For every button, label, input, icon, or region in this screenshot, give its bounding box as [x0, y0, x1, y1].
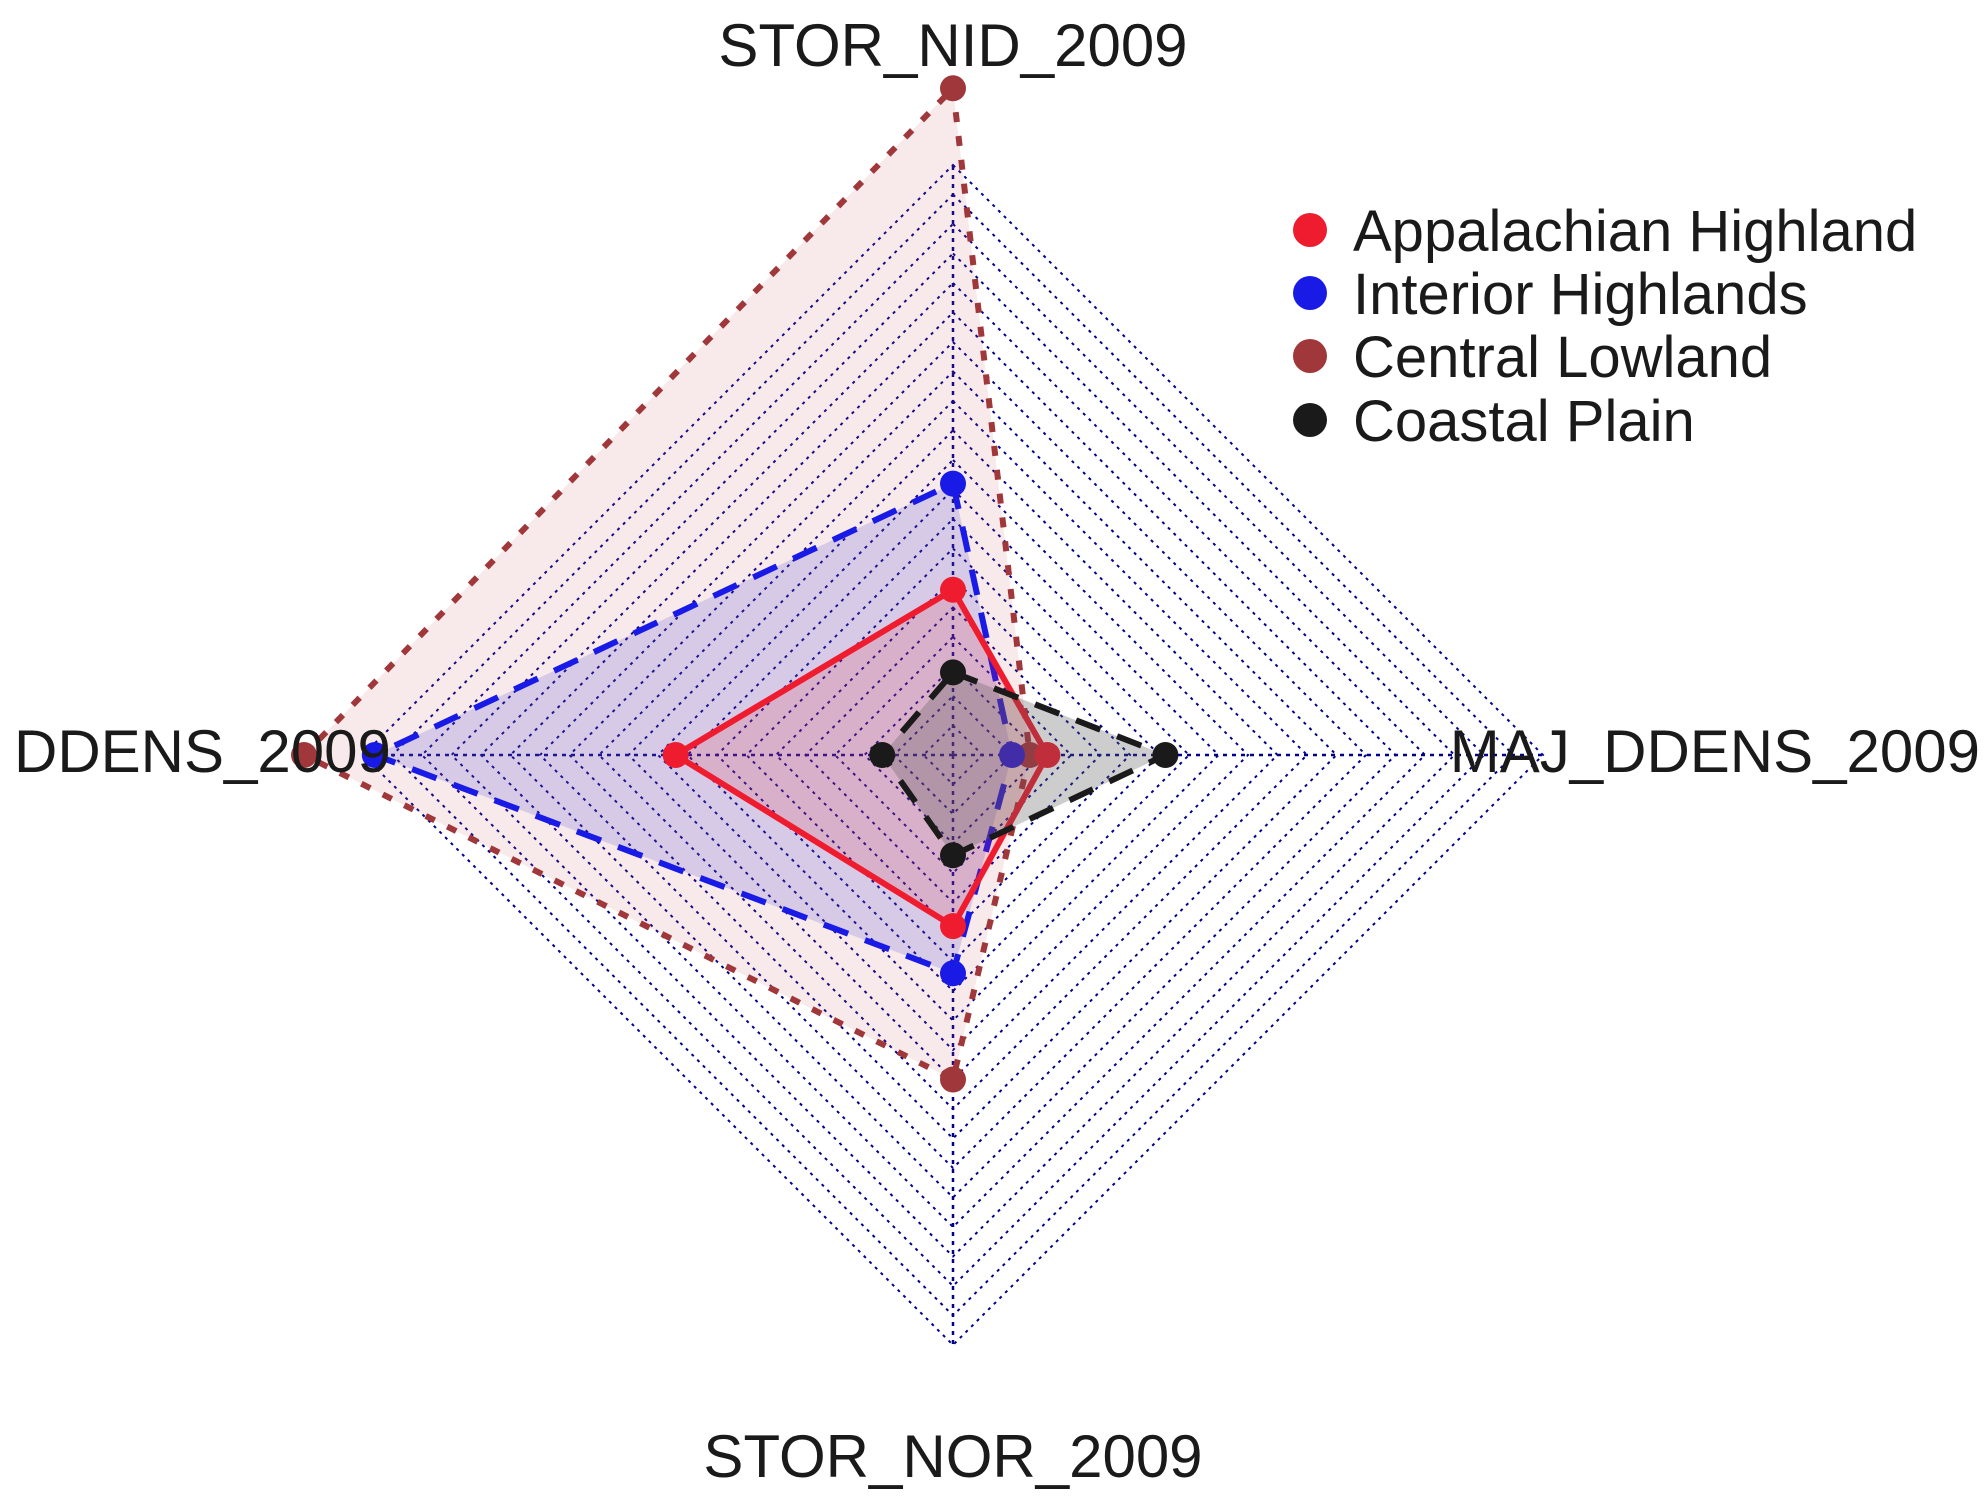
data-point-central-lowland: [940, 1066, 966, 1093]
data-point-interior-highlands: [361, 742, 388, 768]
grid-ring: [509, 311, 1397, 1199]
axis-label-stor-nor: STOR_NOR_2009: [703, 1423, 1202, 1490]
data-point-central-lowland: [940, 75, 966, 102]
data-point-coastal-plain: [940, 659, 966, 686]
data-point-interior-highlands: [940, 470, 966, 497]
data-point-coastal-plain: [869, 742, 896, 768]
series-coastal-plain: [869, 659, 1179, 869]
data-point-appalachian-highland: [940, 913, 966, 940]
grid-ring: [715, 517, 1191, 993]
data-point-interior-highlands: [999, 742, 1025, 768]
legend-label-central: Central Lowland: [1353, 325, 1772, 390]
axis-label-ddens: DDENS_2009: [14, 718, 391, 785]
data-point-coastal-plain: [940, 842, 966, 869]
grid-ring: [479, 281, 1427, 1229]
series-line-central-lowland: [301, 85, 1033, 1083]
series-group: [291, 75, 1179, 1093]
data-point-appalachian-highland: [662, 742, 689, 768]
axis-label-maj-ddens: MAJ_DDENS_2009: [1450, 718, 1980, 785]
grid-ring: [686, 488, 1220, 1022]
axis-label-stor-nid: STOR_NID_2009: [718, 12, 1187, 79]
grid-ring: [538, 340, 1368, 1170]
grid-ring: [627, 429, 1279, 1081]
data-point-appalachian-highland: [1034, 742, 1061, 768]
legend-label-appalachian: Appalachian Highland: [1353, 199, 1917, 264]
data-point-coastal-plain: [1152, 742, 1179, 768]
legend-marker-coastal: [1293, 403, 1327, 437]
legend-marker-appalachian: [1293, 213, 1327, 247]
grid-ring: [450, 252, 1456, 1258]
data-point-central-lowland: [291, 742, 317, 768]
series-area-interior-highlands: [374, 483, 1012, 974]
series-area-coastal-plain: [882, 672, 1166, 856]
grid-ring: [774, 576, 1132, 934]
grid-ring: [568, 370, 1338, 1140]
legend-marker-central: [1293, 339, 1327, 373]
legend: Appalachian Highland Interior Highlands …: [1293, 199, 1917, 454]
series-area-central-lowland: [304, 88, 1030, 1080]
legend-label-coastal: Coastal Plain: [1353, 389, 1695, 454]
legend-label-interior: Interior Highlands: [1353, 262, 1808, 327]
legend-marker-interior: [1293, 276, 1327, 310]
grid-ring: [656, 458, 1250, 1052]
data-point-interior-highlands: [940, 960, 966, 987]
data-point-appalachian-highland: [940, 576, 966, 603]
